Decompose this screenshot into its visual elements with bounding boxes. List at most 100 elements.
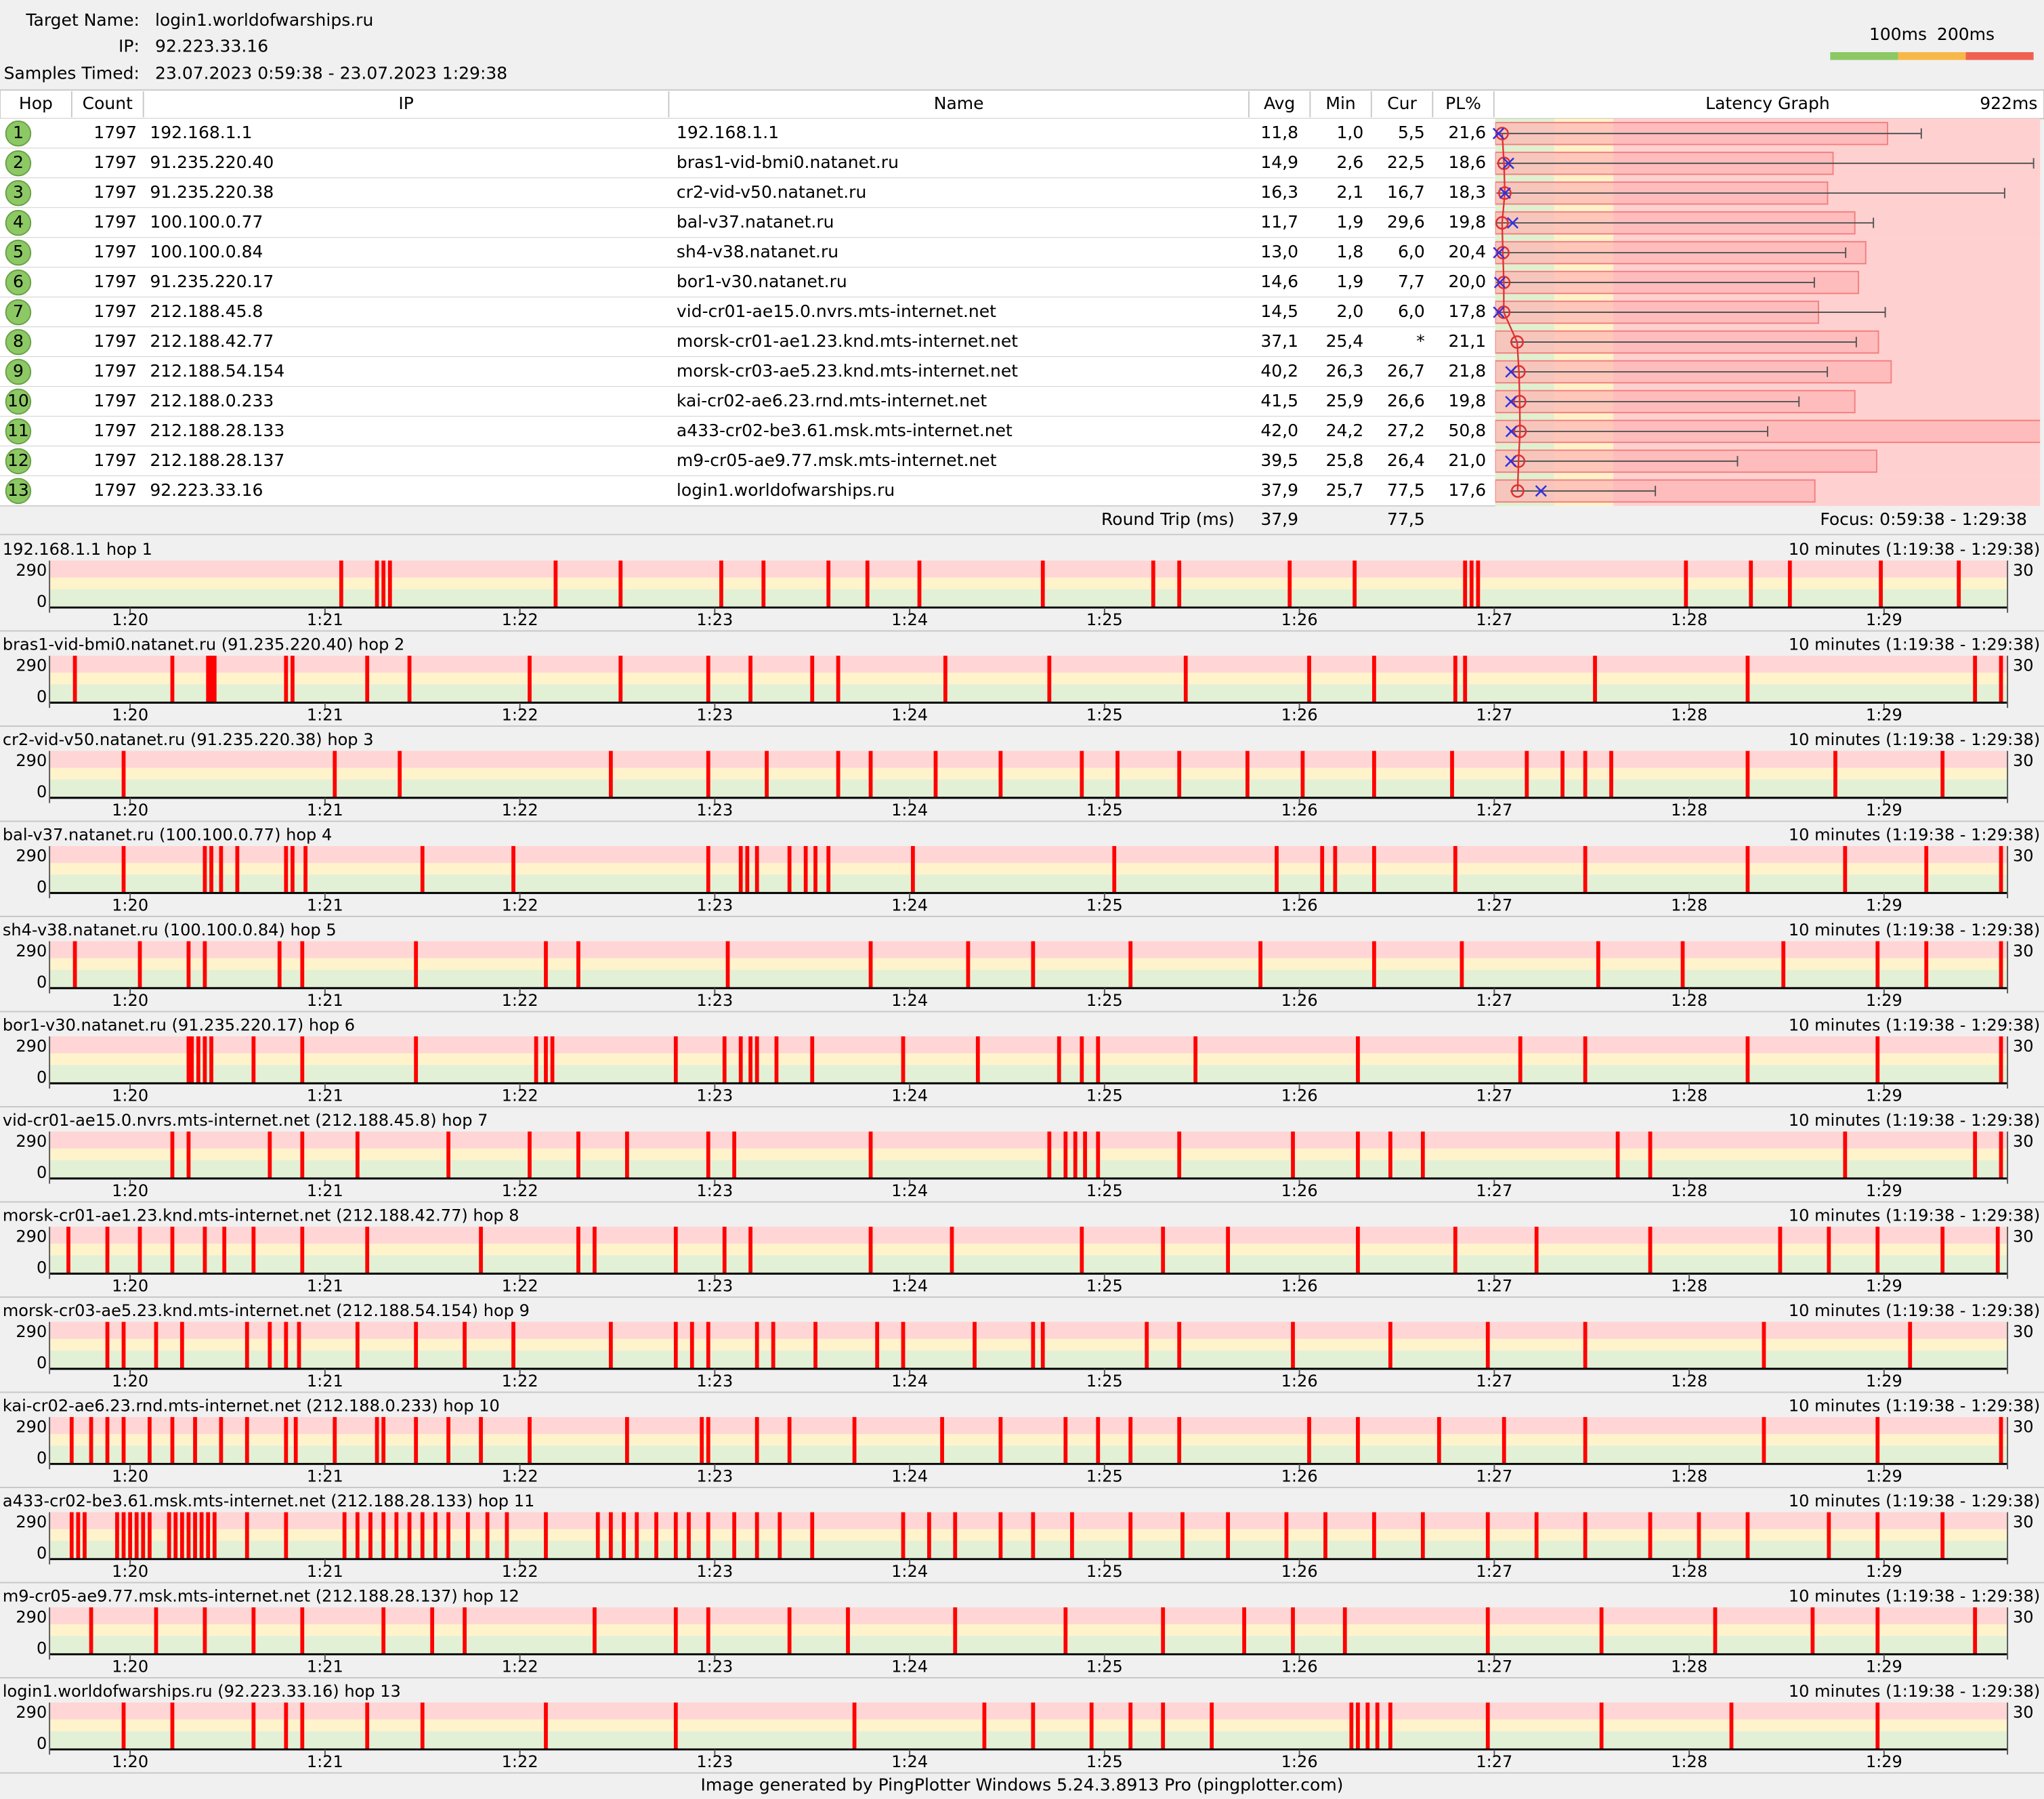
loss-bar — [1999, 846, 2003, 893]
name: kai-cr02-ae6.23.rnd.mts-internet.net — [677, 391, 987, 410]
cur-cell: * — [1416, 331, 1425, 351]
loss-bar — [339, 560, 343, 608]
x-tick-label: 1:22 — [502, 1086, 538, 1105]
loss-bar — [1648, 1227, 1653, 1274]
loss-bar — [1924, 941, 1929, 988]
hop-number: 6 — [13, 272, 24, 291]
x-tick-label: 1:28 — [1671, 610, 1707, 629]
loss-bar — [528, 1131, 532, 1179]
cur-cell: 6,0 — [1398, 242, 1425, 261]
loss-bar — [1356, 1131, 1360, 1179]
loss-bar — [982, 1702, 987, 1750]
x-tick-label: 1:23 — [696, 801, 733, 820]
hop-number: 1 — [13, 123, 24, 142]
band-bad — [49, 1702, 2008, 1720]
band-good — [49, 1350, 2008, 1369]
x-tick-label: 1:21 — [307, 1086, 343, 1105]
band-warn — [49, 1434, 2008, 1446]
loss-bar — [1226, 1227, 1230, 1274]
y-tick-label: 290 — [16, 1607, 47, 1626]
cur-cell: 16,7 — [1387, 182, 1425, 202]
loss-bar — [1177, 750, 1182, 798]
loss-bar — [268, 1131, 272, 1179]
loss-bar — [593, 1607, 597, 1655]
graph-title: cr2-vid-v50.natanet.ru (91.235.220.38) h… — [3, 730, 374, 749]
loss-bar — [1031, 1512, 1036, 1559]
loss-bar — [121, 1512, 126, 1559]
loss-bar — [706, 750, 710, 798]
loss-bar — [1843, 846, 1848, 893]
loss-bar — [706, 1512, 710, 1559]
x-tick-label: 1:24 — [891, 1657, 928, 1676]
graph-title: vid-cr01-ae15.0.nvrs.mts-internet.net (2… — [3, 1111, 488, 1130]
y-tick-label: 290 — [16, 1417, 47, 1436]
loss-bar — [1356, 1417, 1360, 1464]
loss-bar — [72, 656, 77, 703]
y-tick-label: 290 — [16, 846, 47, 865]
target-label: Target Name: — [25, 10, 140, 30]
legend-swatch — [1830, 51, 1898, 60]
band-good — [49, 1255, 2008, 1274]
loss-bar — [365, 1702, 370, 1750]
loss-bar — [203, 941, 207, 988]
loss-bar — [1287, 560, 1292, 608]
graph-range: 10 minutes (1:19:38 - 1:29:38) — [1789, 826, 2040, 845]
count: 1797 — [93, 242, 137, 261]
loss-bar — [1583, 1512, 1588, 1559]
band-warn — [49, 673, 2008, 685]
band-bad — [49, 1512, 2008, 1529]
graph-title: bal-v37.natanet.ru (100.100.0.77) hop 4 — [3, 826, 332, 845]
x-tick-label: 1:24 — [891, 896, 928, 915]
loss-bar — [170, 1417, 175, 1464]
loss-bar — [1875, 1702, 1880, 1750]
loss-bar — [1995, 1227, 2000, 1274]
hop-number: 12 — [7, 450, 29, 470]
avg-cell: 40,2 — [1260, 361, 1298, 381]
band-warn — [49, 958, 2008, 970]
hop-number: 5 — [13, 242, 24, 261]
min-cell: 25,8 — [1326, 450, 1364, 470]
loss-bar — [284, 1702, 289, 1750]
x-tick-label: 1:25 — [1086, 1277, 1123, 1296]
cur-cell: 6,0 — [1398, 301, 1425, 321]
band-warn — [49, 1244, 2008, 1256]
legend-swatch — [1965, 51, 2034, 60]
loss-bar — [1177, 1417, 1182, 1464]
loss-bar — [433, 1512, 438, 1559]
loss-bar — [1648, 1131, 1653, 1179]
loss-scale-label: 30 — [2013, 941, 2034, 960]
loss-bar — [148, 1417, 152, 1464]
loss-bar — [745, 846, 750, 893]
loss-bar — [748, 1227, 753, 1274]
x-tick-label: 1:24 — [891, 1181, 928, 1200]
loss-bar — [284, 656, 289, 703]
loss-bar — [193, 1417, 197, 1464]
count: 1797 — [93, 301, 137, 321]
min-cell: 2,1 — [1336, 182, 1363, 202]
loss-bar — [826, 560, 831, 608]
x-tick-label: 1:25 — [1086, 1752, 1123, 1771]
loss-bar — [209, 1036, 213, 1084]
loss-bar — [706, 1321, 710, 1369]
loss-bar — [186, 1512, 191, 1559]
count: 1797 — [93, 480, 137, 500]
loss-bar — [1957, 560, 1961, 608]
x-tick-label: 1:25 — [1086, 1467, 1123, 1486]
loss-bar — [1307, 1417, 1311, 1464]
loss-bar — [706, 1417, 710, 1464]
graph-title: sh4-v38.natanet.ru (100.100.0.84) hop 5 — [3, 920, 337, 939]
row-bg — [0, 208, 1495, 238]
x-tick-label: 1:29 — [1866, 801, 1902, 820]
loss-bar — [1177, 560, 1182, 608]
loss-bar — [1031, 941, 1036, 988]
loss-bar — [748, 656, 753, 703]
loss-bar — [1193, 1036, 1198, 1084]
avg-marker — [1497, 186, 1512, 200]
band-good — [49, 874, 2008, 893]
loss-bar — [121, 750, 126, 798]
loss-bar — [868, 941, 873, 988]
loss-bar — [998, 1417, 1003, 1464]
loss-bar — [576, 941, 580, 988]
loss-bar — [1040, 560, 1045, 608]
loss-bar — [1226, 1512, 1230, 1559]
